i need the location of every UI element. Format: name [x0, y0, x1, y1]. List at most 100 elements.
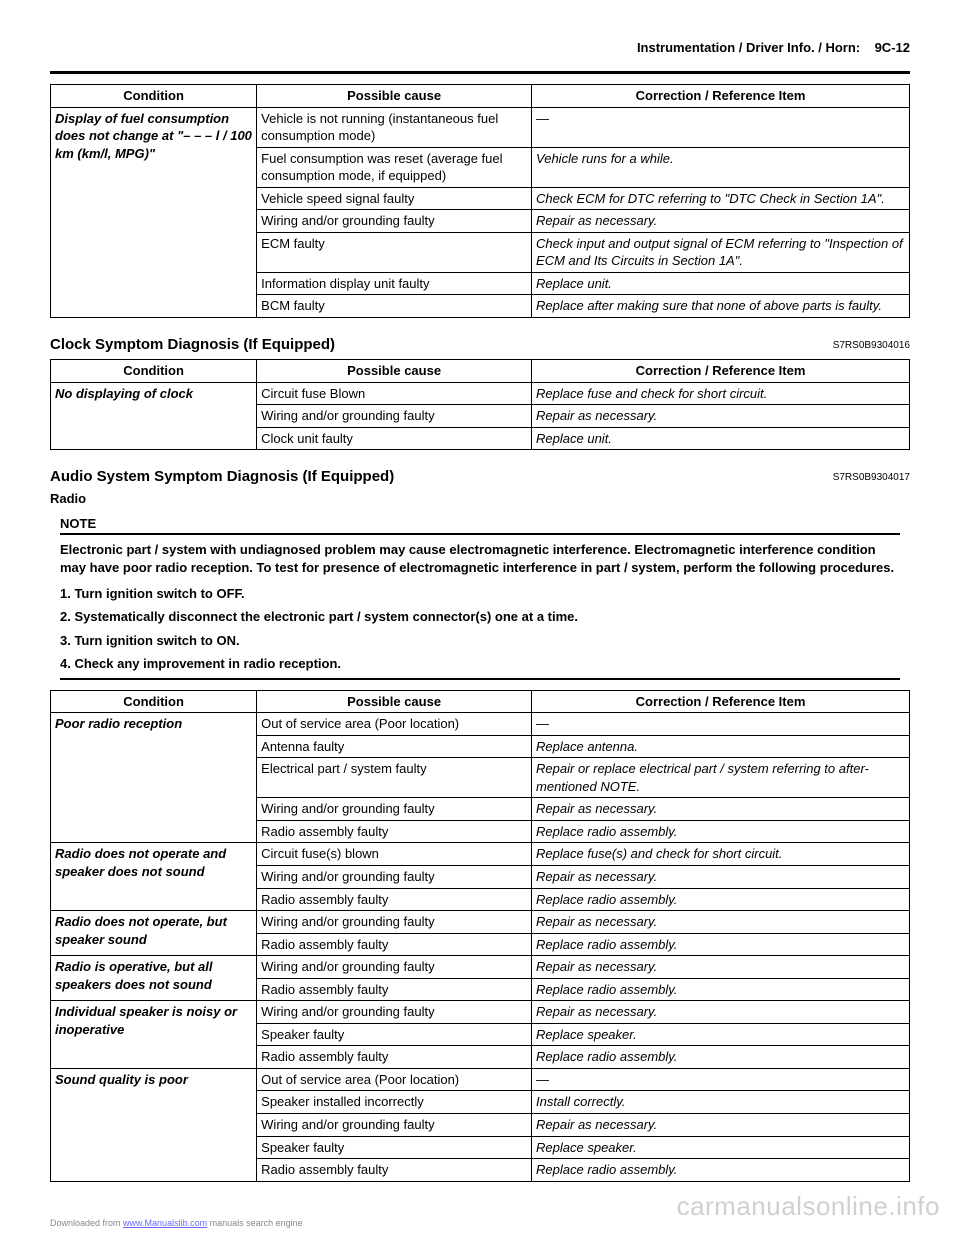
condition-cell: Individual speaker is noisy or inoperati… [51, 1001, 257, 1069]
cause-cell: Antenna faulty [257, 735, 532, 758]
sub-label-radio: Radio [50, 491, 910, 506]
th-cause: Possible cause [257, 690, 532, 713]
cause-cell: Out of service area (Poor location) [257, 1068, 532, 1091]
correction-cell: Install correctly. [532, 1091, 910, 1114]
cause-cell: Wiring and/or grounding faulty [257, 1001, 532, 1024]
correction-cell: Repair as necessary. [532, 798, 910, 821]
th-condition: Condition [51, 360, 257, 383]
th-correction: Correction / Reference Item [532, 85, 910, 108]
th-correction: Correction / Reference Item [532, 360, 910, 383]
ref-code-audio: S7RS0B9304017 [833, 472, 910, 483]
correction-cell: Replace radio assembly. [532, 820, 910, 843]
note-steps: 1. Turn ignition switch to OFF. 2. System… [60, 584, 900, 674]
correction-cell: Replace radio assembly. [532, 1046, 910, 1069]
cause-cell: Circuit fuse(s) blown [257, 843, 532, 866]
cause-cell: Out of service area (Poor location) [257, 713, 532, 736]
cause-cell: Speaker faulty [257, 1023, 532, 1046]
table-header-row: Condition Possible cause Correction / Re… [51, 85, 910, 108]
note-step: 3. Turn ignition switch to ON. [60, 631, 900, 651]
correction-cell: Replace speaker. [532, 1136, 910, 1159]
header-rule [50, 71, 910, 74]
footer: Downloaded from www.Manualslib.com manua… [50, 1218, 303, 1228]
correction-cell: Repair as necessary. [532, 1001, 910, 1024]
correction-cell: Replace after making sure that none of a… [532, 295, 910, 318]
table-row: Poor radio receptionOut of service area … [51, 713, 910, 736]
condition-cell: Display of fuel consumption does not cha… [51, 107, 257, 317]
th-condition: Condition [51, 690, 257, 713]
footer-link[interactable]: www.Manualslib.com [123, 1218, 207, 1228]
th-cause: Possible cause [257, 360, 532, 383]
cause-cell: Wiring and/or grounding faulty [257, 210, 532, 233]
cause-cell: ECM faulty [257, 232, 532, 272]
footer-suffix: manuals search engine [207, 1218, 303, 1228]
correction-cell: Replace fuse and check for short circuit… [532, 382, 910, 405]
note-title: NOTE [60, 516, 900, 531]
table-row: Display of fuel consumption does not cha… [51, 107, 910, 147]
cause-cell: Wiring and/or grounding faulty [257, 798, 532, 821]
cause-cell: Electrical part / system faulty [257, 758, 532, 798]
correction-cell: Repair as necessary. [532, 1113, 910, 1136]
page-header: Instrumentation / Driver Info. / Horn: 9… [50, 40, 910, 61]
section-audio-title: Audio System Symptom Diagnosis (If Equip… [50, 468, 910, 485]
cause-cell: Radio assembly faulty [257, 820, 532, 843]
section-clock-title: Clock Symptom Diagnosis (If Equipped) [50, 336, 910, 353]
table-header-row: Condition Possible cause Correction / Re… [51, 360, 910, 383]
condition-cell: No displaying of clock [51, 382, 257, 450]
correction-cell: Replace unit. [532, 272, 910, 295]
cause-cell: Fuel consumption was reset (average fuel… [257, 147, 532, 187]
correction-cell: — [532, 1068, 910, 1091]
table-header-row: Condition Possible cause Correction / Re… [51, 690, 910, 713]
note-block: NOTE Electronic part / system with undia… [60, 516, 900, 679]
correction-cell: Repair as necessary. [532, 405, 910, 428]
th-condition: Condition [51, 85, 257, 108]
ref-code-clock: S7RS0B9304016 [833, 340, 910, 351]
watermark: carmanualsonline.info [677, 1191, 940, 1222]
cause-cell: Wiring and/or grounding faulty [257, 1113, 532, 1136]
cause-cell: Radio assembly faulty [257, 1159, 532, 1182]
header-page: 9C-12 [875, 40, 910, 55]
correction-cell: Replace antenna. [532, 735, 910, 758]
correction-cell: Replace radio assembly. [532, 888, 910, 911]
cause-cell: Wiring and/or grounding faulty [257, 865, 532, 888]
correction-cell: Repair as necessary. [532, 956, 910, 979]
correction-cell: Repair as necessary. [532, 210, 910, 233]
cause-cell: Vehicle is not running (instantaneous fu… [257, 107, 532, 147]
correction-cell: Replace unit. [532, 427, 910, 450]
condition-cell: Radio does not operate and speaker does … [51, 843, 257, 911]
th-cause: Possible cause [257, 85, 532, 108]
footer-prefix: Downloaded from [50, 1218, 123, 1228]
correction-cell: Repair or replace electrical part / syst… [532, 758, 910, 798]
cause-cell: Circuit fuse Blown [257, 382, 532, 405]
cause-cell: Wiring and/or grounding faulty [257, 911, 532, 934]
note-step: 2. Systematically disconnect the electro… [60, 607, 900, 627]
note-step: 1. Turn ignition switch to OFF. [60, 584, 900, 604]
cause-cell: Radio assembly faulty [257, 978, 532, 1001]
condition-cell: Radio is operative, but all speakers doe… [51, 956, 257, 1001]
cause-cell: Vehicle speed signal faulty [257, 187, 532, 210]
cause-cell: Speaker installed incorrectly [257, 1091, 532, 1114]
cause-cell: Radio assembly faulty [257, 933, 532, 956]
condition-cell: Poor radio reception [51, 713, 257, 843]
cause-cell: Radio assembly faulty [257, 888, 532, 911]
correction-cell: Replace speaker. [532, 1023, 910, 1046]
correction-cell: Replace radio assembly. [532, 933, 910, 956]
cause-cell: Radio assembly faulty [257, 1046, 532, 1069]
table-row: Radio does not operate and speaker does … [51, 843, 910, 866]
correction-cell: Vehicle runs for a while. [532, 147, 910, 187]
correction-cell: Replace radio assembly. [532, 978, 910, 1001]
correction-cell: — [532, 107, 910, 147]
correction-cell: Repair as necessary. [532, 865, 910, 888]
note-rule-bottom [60, 678, 900, 680]
table-row: Individual speaker is noisy or inoperati… [51, 1001, 910, 1024]
header-title: Instrumentation / Driver Info. / Horn: [637, 40, 860, 55]
correction-cell: — [532, 713, 910, 736]
note-step: 4. Check any improvement in radio recept… [60, 654, 900, 674]
cause-cell: Clock unit faulty [257, 427, 532, 450]
cause-cell: BCM faulty [257, 295, 532, 318]
cause-cell: Wiring and/or grounding faulty [257, 405, 532, 428]
table-row: No displaying of clockCircuit fuse Blown… [51, 382, 910, 405]
cause-cell: Speaker faulty [257, 1136, 532, 1159]
correction-cell: Check ECM for DTC referring to "DTC Chec… [532, 187, 910, 210]
correction-cell: Check input and output signal of ECM ref… [532, 232, 910, 272]
table-row: Radio is operative, but all speakers doe… [51, 956, 910, 979]
